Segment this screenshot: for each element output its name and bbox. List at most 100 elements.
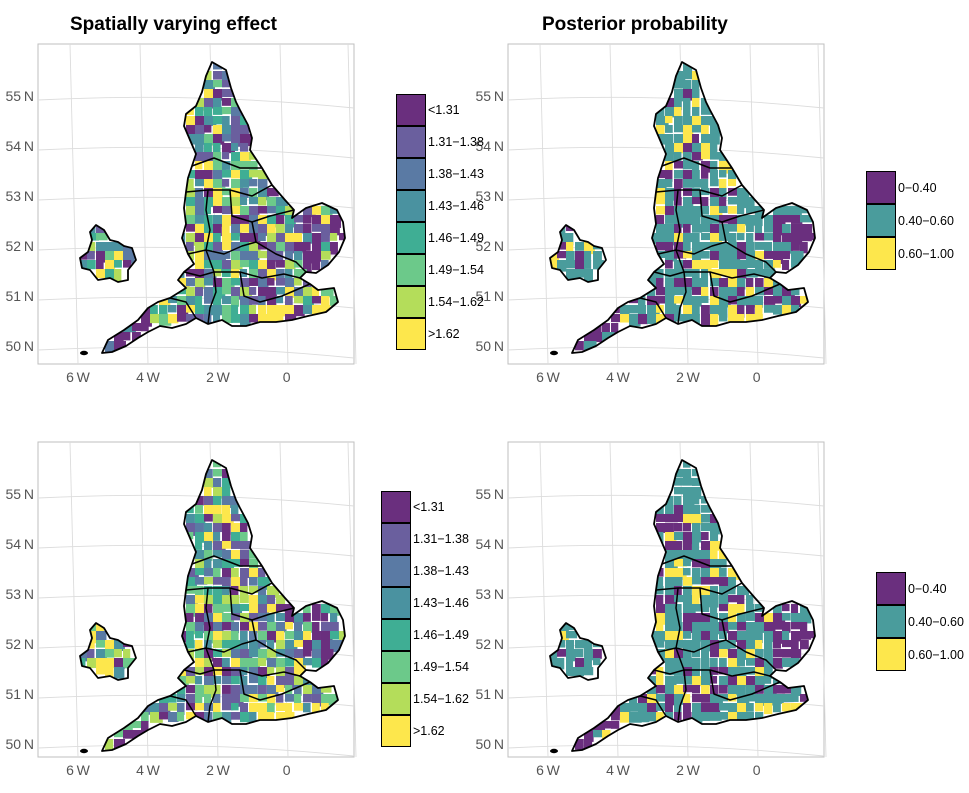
legend-label: 0−0.40 <box>898 180 937 195</box>
lat-tick-label: 55 N <box>476 88 505 104</box>
lon-tick-label: 6 W <box>536 369 561 385</box>
lon-tick-label: 6 W <box>66 762 91 778</box>
region-boundaries <box>169 555 311 723</box>
legend-label: 1.46−1.49 <box>428 231 484 245</box>
legend-item: 1.54−1.62 <box>381 683 469 715</box>
legend-label: 1.43−1.46 <box>413 596 469 610</box>
region-boundaries <box>169 157 311 325</box>
legend-item: 1.43−1.46 <box>396 190 484 222</box>
legend-label: 0.40−0.60 <box>908 614 964 629</box>
district-fills <box>80 62 345 353</box>
legend-label: 1.54−1.62 <box>413 692 469 706</box>
legend-label: 1.31−1.38 <box>413 532 469 546</box>
map-panel-probability-top: 55 N 54 N 53 N 52 N 51 N 50 N 6 W 4 W 2 W 0 <box>470 40 830 400</box>
lat-tick-label: 51 N <box>476 686 505 702</box>
lat-tick-label: 55 N <box>6 88 35 104</box>
map-panel-effect-top: 55 N 54 N 53 N 52 N 51 N 50 N 6 W 4 W 2 W 0 <box>0 40 360 400</box>
title-posterior-probability: Posterior probability <box>542 14 728 35</box>
lon-tick-label: 0 <box>283 762 294 778</box>
legend-swatch <box>396 318 426 350</box>
lat-tick-label: 51 N <box>6 686 35 702</box>
legend-swatch <box>381 555 411 587</box>
london-inset-outline <box>549 622 607 681</box>
legend-label: 1.43−1.46 <box>428 199 484 213</box>
isles-of-scilly <box>550 748 558 754</box>
lat-tick-label: 51 N <box>476 288 505 304</box>
lat-tick-label: 52 N <box>6 238 35 254</box>
legend-item: 0.60−1.00 <box>866 237 954 270</box>
lon-tick-label: 6 W <box>66 369 91 385</box>
isles-of-scilly <box>80 350 88 356</box>
legend-label: <1.31 <box>413 500 445 514</box>
england-outline <box>101 459 346 752</box>
lon-tick-label: 0 <box>283 369 294 385</box>
legend-item: 0.40−0.60 <box>876 605 964 638</box>
map-panel-effect-bottom: 55 N 54 N 53 N 52 N 51 N 50 N 6 W 4 W 2 W 0 <box>0 438 360 793</box>
legend-label: 1.49−1.54 <box>413 660 469 674</box>
legend-swatch <box>866 171 896 204</box>
legend-label: 0.60−1.00 <box>908 647 964 662</box>
legend-swatch <box>866 237 896 270</box>
legend-label: 1.38−1.43 <box>428 167 484 181</box>
london-inset-outline <box>549 224 607 283</box>
lat-tick-label: 50 N <box>6 736 35 752</box>
lon-tick-label: 4 W <box>606 762 631 778</box>
lat-tick-label: 52 N <box>476 238 505 254</box>
lon-tick-label: 4 W <box>136 369 161 385</box>
legend-swatch <box>396 222 426 254</box>
lon-tick-label: 0 <box>753 369 764 385</box>
legend-swatch <box>876 638 906 671</box>
legend-swatch <box>876 572 906 605</box>
legend-item: >1.62 <box>396 318 460 350</box>
legend-item: 0−0.40 <box>866 171 937 204</box>
lat-tick-label: 51 N <box>6 288 35 304</box>
lat-tick-label: 54 N <box>476 536 505 552</box>
england-outline <box>571 61 816 354</box>
lon-tick-label: 4 W <box>606 369 631 385</box>
legend-label: >1.62 <box>413 724 445 738</box>
legend-item: <1.31 <box>396 94 460 126</box>
legend-swatch <box>381 523 411 555</box>
lat-tick-label: 50 N <box>476 736 505 752</box>
lon-tick-label: 2 W <box>676 762 701 778</box>
legend-label: 1.31−1.38 <box>428 135 484 149</box>
legend-item: 0.60−1.00 <box>876 638 964 671</box>
lon-tick-label: 2 W <box>206 762 231 778</box>
legend-item: 1.38−1.43 <box>396 158 484 190</box>
lon-tick-label: 2 W <box>676 369 701 385</box>
legend-swatch <box>396 190 426 222</box>
lat-tick-label: 54 N <box>6 138 35 154</box>
legend-label: <1.31 <box>428 103 460 117</box>
legend-item: 1.38−1.43 <box>381 555 469 587</box>
lon-tick-label: 2 W <box>206 369 231 385</box>
legend-label: >1.62 <box>428 327 460 341</box>
title-spatially-varying-effect: Spatially varying effect <box>70 14 277 35</box>
london-inset-outline <box>79 622 137 681</box>
lat-tick-label: 53 N <box>476 586 505 602</box>
legend-item: 1.49−1.54 <box>396 254 484 286</box>
legend-label: 1.38−1.43 <box>413 564 469 578</box>
lat-tick-label: 53 N <box>6 586 35 602</box>
legend-item: 0.40−0.60 <box>866 204 954 237</box>
legend-swatch <box>381 651 411 683</box>
isles-of-scilly <box>550 350 558 356</box>
legend-swatch <box>381 715 411 747</box>
probability-map-svg: 55 N 54 N 53 N 52 N 51 N 50 N 6 W 4 W 2 W 0 <box>476 43 827 385</box>
legend-swatch <box>876 605 906 638</box>
region-boundaries <box>639 555 781 723</box>
legend-item: 1.31−1.38 <box>381 523 469 555</box>
lat-tick-label: 52 N <box>476 636 505 652</box>
legend-item: 1.43−1.46 <box>381 587 469 619</box>
england-outline <box>101 61 346 354</box>
legend-swatch <box>866 204 896 237</box>
legend-item: 1.49−1.54 <box>381 651 469 683</box>
legend-label: 0−0.40 <box>908 581 947 596</box>
lat-tick-label: 53 N <box>476 188 505 204</box>
probability-map-svg: 55 N 54 N 53 N 52 N 51 N 50 N 6 W 4 W 2 W 0 <box>476 441 827 778</box>
legend-item: <1.31 <box>381 491 445 523</box>
lon-tick-label: 4 W <box>136 762 161 778</box>
legend-swatch <box>381 587 411 619</box>
lat-tick-label: 54 N <box>476 138 505 154</box>
legend-item: 0−0.40 <box>876 572 947 605</box>
lon-tick-label: 0 <box>753 762 764 778</box>
